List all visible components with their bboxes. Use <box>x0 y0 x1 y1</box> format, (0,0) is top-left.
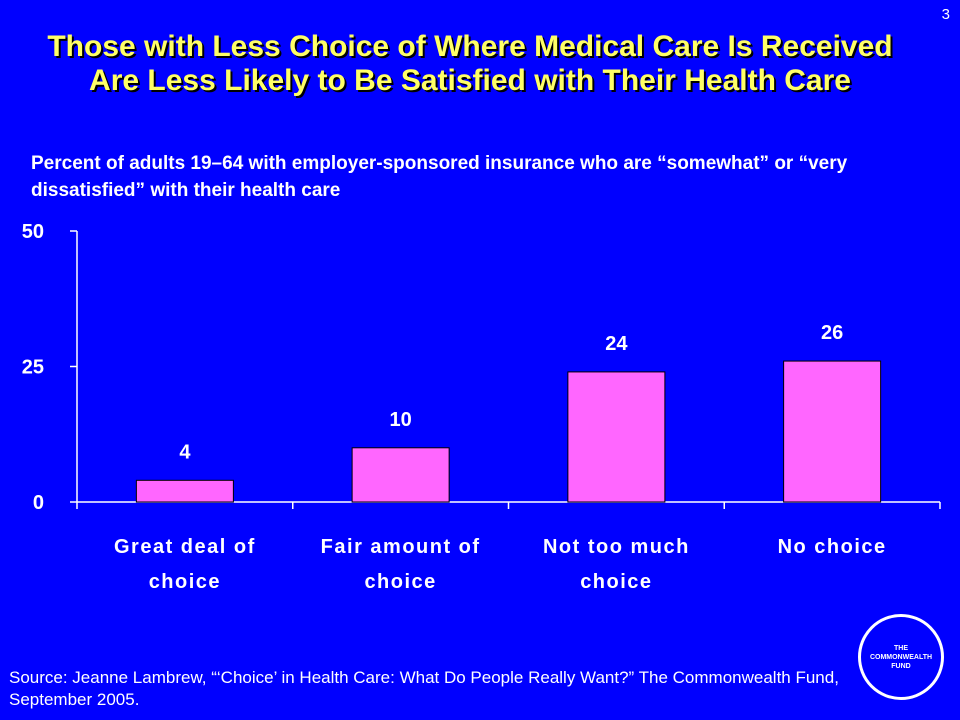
source-note: Source: Jeanne Lambrew, “‘Choice’ in Hea… <box>9 668 839 709</box>
bar <box>351 447 450 503</box>
category-label: No choice <box>778 536 887 558</box>
y-tick-label: 50 <box>22 221 44 243</box>
bar <box>135 479 234 503</box>
bar <box>567 371 666 503</box>
commonwealth-fund-logo: THE COMMONWEALTH FUND <box>858 614 944 700</box>
page-number: 3 <box>941 6 950 23</box>
bar <box>783 360 882 503</box>
bar-chart: 0 25 50 4 Great deal of choice 10 Fair amount o… <box>22 221 941 593</box>
y-tick-label: 25 <box>22 357 44 379</box>
data-label: 10 <box>390 409 412 431</box>
data-label: 24 <box>605 333 628 355</box>
chart-subtitle: Percent of adults 19–64 with employer-sp… <box>31 153 848 201</box>
category-label: Great deal of <box>114 536 256 558</box>
y-tick-label: 0 <box>33 492 44 514</box>
category-label: choice <box>364 571 436 593</box>
data-label: 4 <box>179 441 191 463</box>
data-label: 26 <box>821 322 843 344</box>
category-label: choice <box>580 571 652 593</box>
category-label: Fair amount of <box>321 536 481 558</box>
chart-title: Those with Less Choice of Where Medical … <box>47 30 893 97</box>
category-label: Not too much <box>543 536 690 558</box>
category-label: choice <box>149 571 221 593</box>
